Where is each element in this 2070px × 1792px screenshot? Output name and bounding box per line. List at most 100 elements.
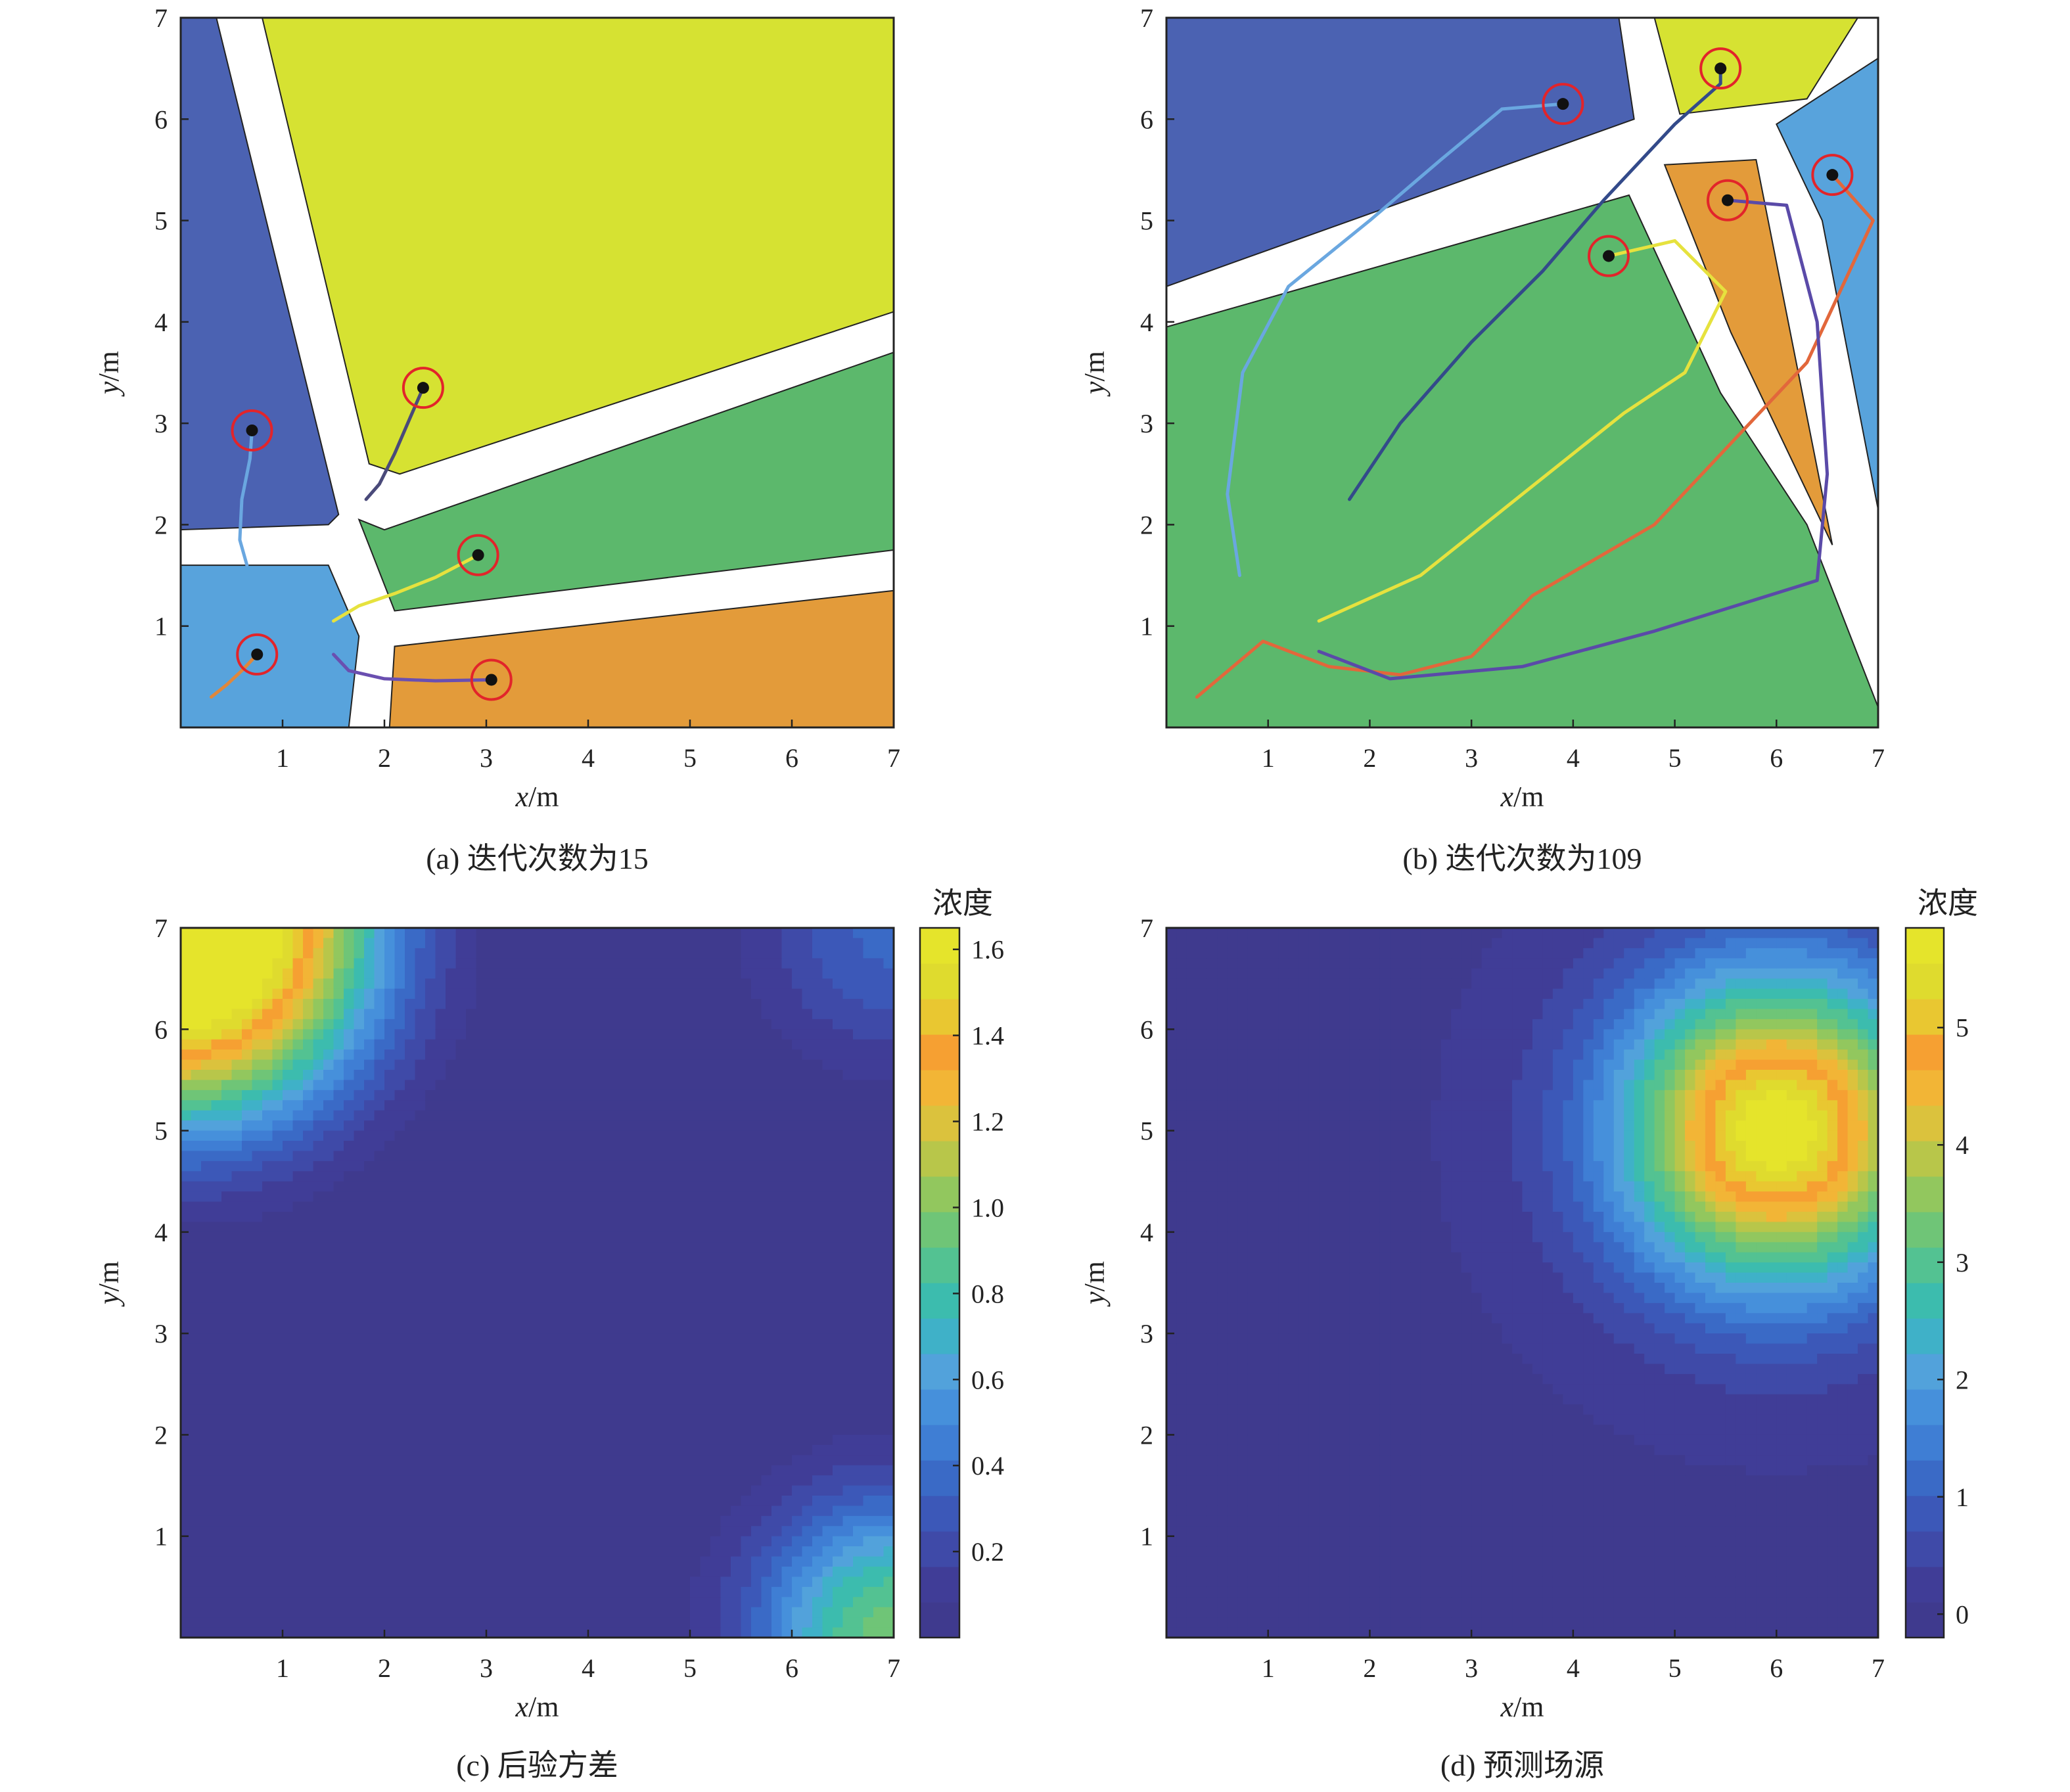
- heat-cell: [842, 1120, 854, 1132]
- heat-cell: [842, 1130, 854, 1141]
- heat-cell: [446, 1567, 457, 1578]
- heat-cell: [771, 1607, 783, 1618]
- heat-cell: [486, 1496, 497, 1507]
- heat-cell: [364, 1222, 375, 1233]
- heat-cell: [679, 1455, 691, 1466]
- heat-cell: [659, 1141, 670, 1152]
- heat-cell: [323, 1272, 334, 1283]
- heat-cell: [578, 1242, 589, 1253]
- heat-cell: [679, 1110, 691, 1121]
- heat-cell: [802, 1364, 813, 1375]
- heat-cell: [333, 1586, 344, 1597]
- heat-cell: [588, 1597, 599, 1608]
- heat-cell: [578, 1576, 589, 1588]
- heat-cell: [771, 1272, 783, 1283]
- heat-cell: [364, 1049, 375, 1061]
- heat-cell: [649, 1009, 660, 1020]
- heat-cell: [720, 1435, 731, 1446]
- heat-cell: [344, 1009, 355, 1020]
- heat-cell: [751, 1302, 762, 1314]
- heat-cell: [262, 1181, 273, 1192]
- heat-cell: [333, 1181, 344, 1192]
- heat-cell: [812, 1597, 823, 1608]
- heat-cell: [394, 1130, 405, 1141]
- heat-cell: [670, 1191, 681, 1203]
- heat-cell: [242, 1526, 253, 1537]
- heat-cell: [863, 1302, 874, 1314]
- heat-cell: [323, 968, 334, 979]
- heat-cell: [283, 1373, 294, 1385]
- heat-cell: [527, 1435, 538, 1446]
- heat-cell: [710, 1039, 722, 1050]
- heat-cell: [333, 1049, 344, 1061]
- heat-cell: [629, 999, 640, 1010]
- heat-cell: [741, 1567, 752, 1578]
- heat-cell: [822, 1586, 833, 1597]
- heat-cell: [364, 1212, 375, 1223]
- heat-cell: [802, 1231, 813, 1243]
- heat-cell: [374, 958, 385, 969]
- heat-cell: [771, 978, 783, 990]
- heat-cell: [374, 1435, 385, 1446]
- heat-cell: [425, 1323, 436, 1334]
- heat-cell: [374, 1496, 385, 1507]
- heat-cell: [201, 1059, 212, 1070]
- heat-cell: [466, 968, 477, 979]
- heat-cell: [181, 1009, 192, 1020]
- heat-cell: [415, 1536, 426, 1547]
- heat-cell: [283, 1160, 294, 1172]
- heat-cell: [415, 1444, 426, 1456]
- heat-cell: [792, 938, 803, 949]
- heat-cell: [690, 1576, 701, 1588]
- heat-cell: [537, 1515, 548, 1527]
- heat-cell: [659, 1455, 670, 1466]
- heat-cell: [354, 1070, 365, 1081]
- heat-cell: [670, 988, 681, 999]
- heat-cell: [588, 1373, 599, 1385]
- heat-cell: [812, 1100, 823, 1111]
- heat-cell: [252, 1384, 263, 1395]
- heat-cell: [527, 1160, 538, 1172]
- heat-cell: [292, 1049, 304, 1061]
- heat-cell: [557, 999, 568, 1010]
- heat-cell: [303, 1364, 314, 1375]
- heat-cell: [466, 1617, 477, 1628]
- heat-cell: [609, 1586, 620, 1597]
- heat-cell: [191, 1607, 202, 1618]
- heat-cell: [394, 1059, 405, 1070]
- heat-cell: [812, 1049, 823, 1061]
- heat-cell: [486, 1404, 497, 1415]
- heat-cell: [822, 948, 833, 959]
- heat-cell: [384, 1171, 396, 1182]
- heat-cell: [700, 1313, 711, 1324]
- heat-cell: [221, 1425, 233, 1436]
- heat-cell: [283, 958, 294, 969]
- heat-cell: [425, 988, 436, 999]
- heat-cell: [883, 1080, 894, 1091]
- heat-cell: [883, 1019, 894, 1030]
- heat-cell: [303, 1283, 314, 1294]
- heat-cell: [354, 1283, 365, 1294]
- heat-cell: [446, 1526, 457, 1537]
- heat-cell: [446, 1222, 457, 1233]
- heat-cell: [781, 1141, 793, 1152]
- heat-cell: [303, 1171, 314, 1182]
- heat-cell: [405, 1343, 416, 1354]
- heat-cell: [873, 1343, 885, 1354]
- agent-yellow-trail: [1348, 66, 1722, 501]
- heat-cell: [415, 1526, 426, 1537]
- heat-cell: [425, 1444, 436, 1456]
- heat-cell: [323, 1171, 334, 1182]
- heat-cell: [466, 1039, 477, 1050]
- heat-cell: [517, 1293, 528, 1304]
- heat-cell: [415, 1120, 426, 1132]
- agent-green-range-circle: [457, 534, 499, 576]
- heat-cell: [618, 1283, 630, 1294]
- heat-cell: [629, 1444, 640, 1456]
- heat-cell: [690, 1141, 701, 1152]
- heat-cell: [303, 938, 314, 949]
- heat-cell: [690, 1607, 701, 1618]
- heat-cell: [781, 1414, 793, 1425]
- heat-cell: [333, 1242, 344, 1253]
